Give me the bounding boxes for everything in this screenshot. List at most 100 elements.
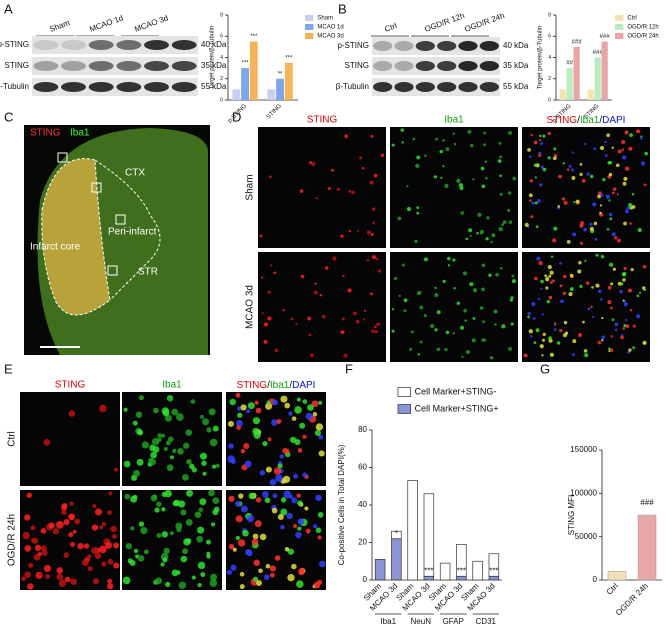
cell <box>107 558 114 565</box>
cell <box>24 571 31 578</box>
cell <box>238 493 244 499</box>
bar <box>566 68 573 100</box>
roi-box <box>57 152 68 163</box>
cell <box>512 176 517 181</box>
cell <box>201 460 207 466</box>
lane-label: Ctrl <box>383 21 398 34</box>
cell <box>530 133 533 137</box>
cell <box>370 292 374 296</box>
cell <box>501 324 506 329</box>
cell <box>582 320 585 324</box>
cell <box>592 202 597 207</box>
cell <box>43 438 51 446</box>
row-label: β-Tubulin <box>0 82 29 91</box>
cell <box>138 394 144 401</box>
row-label: STING <box>345 61 369 70</box>
cell <box>628 348 632 352</box>
cell <box>280 508 288 516</box>
cell <box>133 548 139 554</box>
cell <box>548 336 552 341</box>
cell <box>442 279 446 283</box>
cell <box>122 576 131 585</box>
cell <box>129 560 136 567</box>
cell <box>548 274 552 278</box>
cell <box>178 581 187 589</box>
cell <box>621 333 624 337</box>
cell <box>622 299 625 302</box>
cell <box>199 452 208 460</box>
cell <box>185 429 193 436</box>
cell <box>535 225 539 229</box>
panel-label: B <box>338 1 347 16</box>
label-part: STING <box>237 380 268 391</box>
cell <box>494 323 497 326</box>
blot-band <box>144 82 169 92</box>
cell <box>523 353 528 358</box>
panel-label: E <box>4 361 13 376</box>
cell <box>568 164 572 168</box>
legend-swatch <box>397 404 411 414</box>
cell <box>180 555 188 563</box>
cell <box>154 507 160 513</box>
cell <box>340 330 345 335</box>
cell <box>318 400 323 405</box>
cell <box>137 555 145 562</box>
cell <box>267 290 271 294</box>
cell <box>180 509 187 516</box>
legend-label: Sham <box>317 16 333 22</box>
significance: * <box>395 529 398 538</box>
cell <box>197 526 205 534</box>
cell <box>288 411 293 416</box>
cell <box>212 425 219 432</box>
micrograph <box>522 127 650 248</box>
cell <box>371 255 377 260</box>
cell <box>343 353 348 358</box>
column-label: STING/Iba1/DAPI <box>547 115 626 126</box>
significance: ## <box>566 61 573 67</box>
y-tick-label: 0 <box>363 575 368 584</box>
cell <box>161 433 166 438</box>
cell <box>24 514 31 521</box>
cell <box>331 168 335 172</box>
cell <box>291 416 297 421</box>
cell <box>288 494 293 499</box>
cell <box>229 398 236 406</box>
cell <box>577 333 582 337</box>
cell <box>123 460 131 468</box>
cell <box>467 129 472 134</box>
cell <box>282 447 289 454</box>
cell <box>617 281 622 286</box>
cell <box>614 322 619 327</box>
cell <box>610 282 614 286</box>
cell <box>294 406 302 414</box>
cell <box>623 176 628 181</box>
cell <box>253 559 260 566</box>
cell <box>307 316 312 321</box>
cell <box>297 448 303 453</box>
cell <box>311 400 319 408</box>
y-tick-label: 6 <box>220 34 223 40</box>
cell <box>599 145 605 151</box>
cell <box>447 256 451 261</box>
cell <box>624 318 628 322</box>
cell <box>132 494 138 500</box>
cell <box>609 217 613 221</box>
cell <box>540 279 544 284</box>
cell <box>295 531 302 539</box>
cell <box>593 147 596 150</box>
cell <box>568 292 573 297</box>
cell <box>439 149 443 154</box>
label-part: DAPI <box>602 115 625 126</box>
cell <box>482 320 486 324</box>
cell <box>417 290 422 295</box>
cell <box>265 466 272 473</box>
label-part: / <box>599 115 602 126</box>
cell <box>269 572 275 578</box>
cell <box>252 417 261 425</box>
cell <box>452 132 455 135</box>
cell <box>107 578 113 584</box>
legend-swatch <box>615 33 624 39</box>
cell <box>578 260 582 265</box>
cell <box>614 236 618 240</box>
cell <box>583 227 587 232</box>
